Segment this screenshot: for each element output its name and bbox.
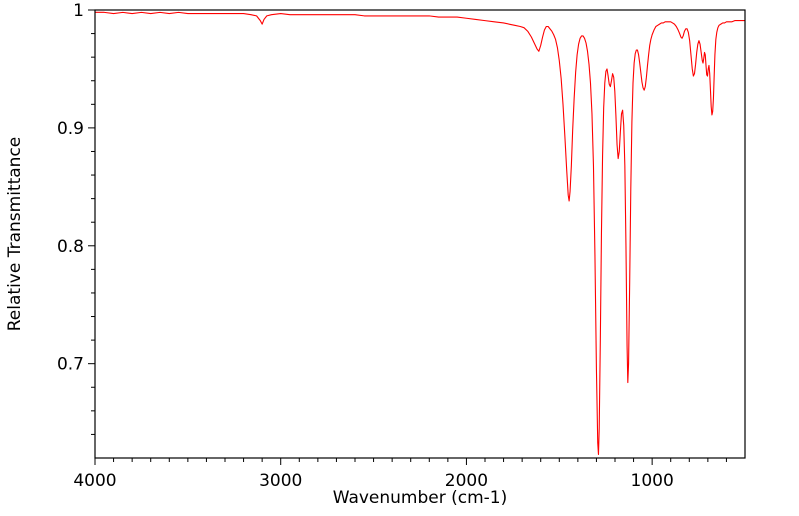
- minor-ticks: [91, 33, 727, 462]
- x-tick-label: 3000: [259, 471, 302, 491]
- plot-border: [94, 9, 746, 459]
- y-axis-label: Relative Transmittance: [5, 137, 25, 332]
- major-ticks: [88, 9, 653, 465]
- spectrum-line: [94, 11, 746, 456]
- x-axis-label: Wavenumber (cm-1): [333, 488, 508, 508]
- tick-labels: 4000 3000 2000 1000 0.7 0.8 0.9 1: [57, 1, 674, 491]
- x-tick-label: 2000: [445, 471, 488, 491]
- x-tick-label: 4000: [73, 471, 116, 491]
- y-tick-label: 0.7: [57, 355, 84, 375]
- y-tick-label: 0.9: [57, 119, 84, 139]
- y-tick-label: 0.8: [57, 237, 84, 257]
- x-tick-label: 1000: [631, 471, 674, 491]
- y-tick-label: 1: [73, 1, 84, 21]
